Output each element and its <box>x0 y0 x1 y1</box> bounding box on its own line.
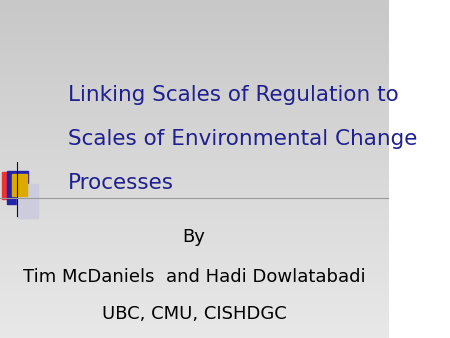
Text: Processes: Processes <box>68 172 174 193</box>
Bar <box>17 184 38 218</box>
Text: Scales of Environmental Change: Scales of Environmental Change <box>68 128 417 149</box>
Bar <box>7 171 28 204</box>
Bar <box>2 172 21 199</box>
Bar <box>12 174 27 196</box>
Text: Tim McDaniels  and Hadi Dowlatabadi: Tim McDaniels and Hadi Dowlatabadi <box>23 268 365 286</box>
Text: By: By <box>183 227 206 246</box>
Text: Linking Scales of Regulation to: Linking Scales of Regulation to <box>68 84 399 105</box>
Text: UBC, CMU, CISHDGC: UBC, CMU, CISHDGC <box>102 305 287 323</box>
